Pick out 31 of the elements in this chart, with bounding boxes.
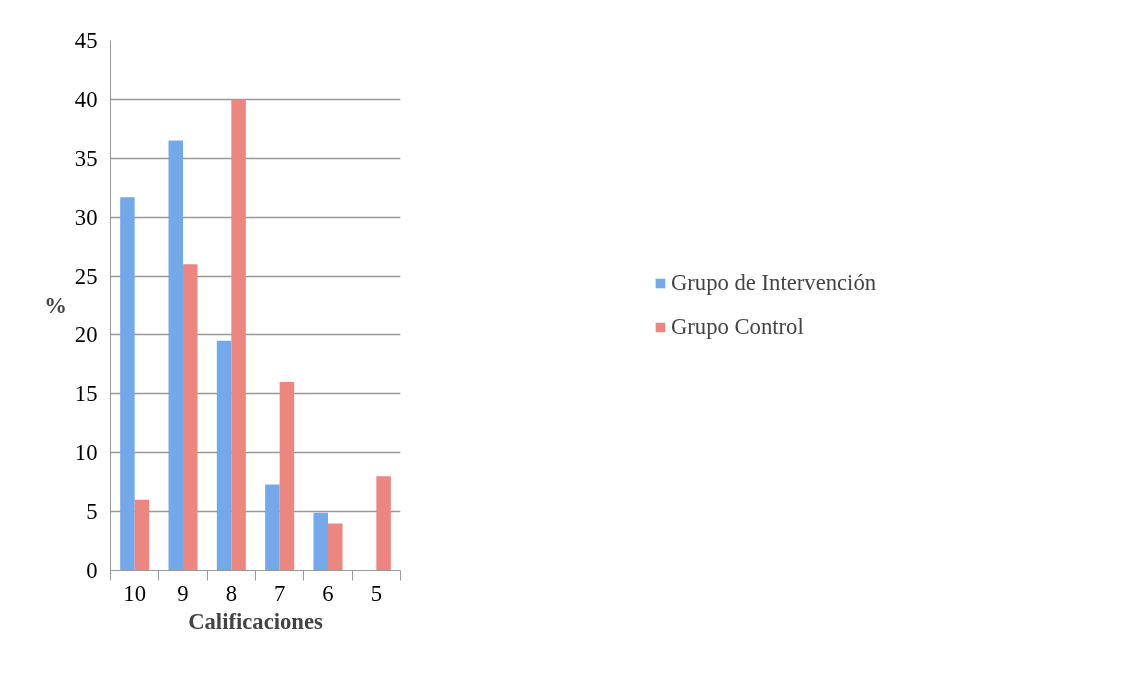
- bar: [279, 382, 295, 571]
- y-tick-label: 30: [74, 204, 98, 230]
- y-tick-label: 0: [86, 558, 98, 583]
- bar: [376, 476, 391, 571]
- legend-label: Grupo de Intervención: [670, 270, 877, 296]
- bar: [313, 512, 328, 571]
- x-tick-label: 5: [370, 580, 382, 606]
- legend-label: Grupo Control: [670, 314, 804, 340]
- x-tick-label: 10: [123, 580, 146, 606]
- bar: [265, 484, 280, 571]
- y-tick-label: 45: [74, 28, 98, 53]
- y-tick-label: 15: [74, 381, 98, 407]
- y-axis-title: %: [44, 293, 67, 318]
- x-axis-title: Calificaciones: [188, 608, 324, 634]
- y-tick-label: 5: [86, 499, 98, 525]
- bar: [168, 140, 183, 571]
- x-tick-label: 9: [177, 580, 189, 606]
- bar: [120, 197, 135, 571]
- y-tick-label: 35: [74, 145, 98, 171]
- bar: [231, 99, 246, 571]
- y-tick-label: 40: [74, 86, 98, 112]
- bar: [216, 340, 232, 571]
- y-tick-label: 25: [74, 263, 98, 289]
- x-tick-label: 7: [274, 580, 286, 606]
- bar: [328, 523, 343, 571]
- bar: [134, 499, 150, 571]
- x-tick-label: 8: [225, 580, 237, 606]
- y-tick-label: 20: [74, 322, 98, 348]
- x-tick-label: 6: [322, 580, 334, 606]
- bar: [183, 264, 198, 571]
- y-tick-label: 10: [74, 440, 98, 466]
